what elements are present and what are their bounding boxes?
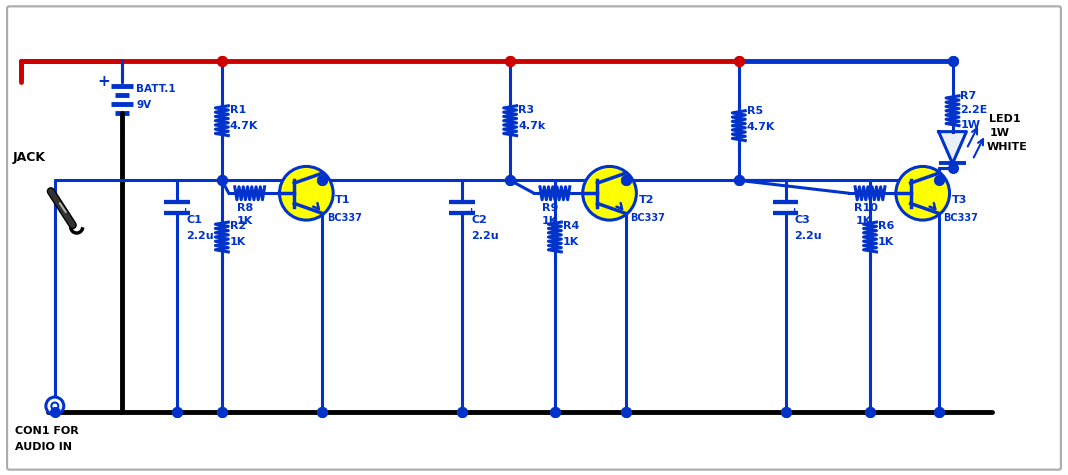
Text: BC337: BC337 [944, 213, 978, 223]
Text: R5: R5 [747, 106, 763, 116]
Text: R9: R9 [541, 203, 559, 213]
Text: R2: R2 [230, 221, 246, 231]
Text: R6: R6 [878, 221, 894, 231]
Text: T2: T2 [639, 195, 654, 205]
Text: 1W: 1W [960, 120, 980, 130]
Text: BATT.1: BATT.1 [137, 84, 176, 94]
Text: C1: C1 [186, 215, 202, 225]
Text: 1K: 1K [878, 237, 894, 247]
Circle shape [51, 402, 59, 409]
Text: +: + [97, 75, 110, 89]
Text: CON1 FOR: CON1 FOR [15, 426, 79, 436]
Text: C2: C2 [471, 215, 487, 225]
Text: 2.2E: 2.2E [960, 104, 988, 115]
Text: 2.2u: 2.2u [471, 231, 499, 241]
Text: 4.7K: 4.7K [747, 122, 775, 132]
Text: +: + [182, 207, 190, 217]
Text: 1K: 1K [237, 216, 253, 226]
Text: 1W: 1W [989, 128, 1009, 138]
Text: T1: T1 [335, 195, 350, 205]
Text: +: + [789, 207, 799, 217]
Text: LED1: LED1 [989, 114, 1021, 124]
Text: +: + [467, 207, 475, 217]
FancyBboxPatch shape [7, 6, 1061, 470]
Text: 9V: 9V [137, 100, 152, 110]
Text: BC337: BC337 [630, 213, 665, 223]
Text: T3: T3 [952, 195, 967, 205]
Text: R3: R3 [518, 104, 534, 115]
Circle shape [46, 397, 64, 415]
Text: R1: R1 [230, 104, 246, 115]
Text: R10: R10 [854, 203, 878, 213]
Circle shape [583, 166, 637, 220]
Text: WHITE: WHITE [987, 142, 1027, 152]
Text: 1K: 1K [563, 237, 579, 247]
Text: 1K: 1K [857, 216, 873, 226]
Text: 2.2u: 2.2u [795, 231, 822, 241]
Text: 1K: 1K [541, 216, 559, 226]
Text: R4: R4 [563, 221, 579, 231]
Text: AUDIO IN: AUDIO IN [15, 442, 72, 452]
Text: BC337: BC337 [327, 213, 362, 223]
Text: JACK: JACK [13, 152, 46, 164]
Text: 4.7k: 4.7k [518, 121, 546, 131]
Circle shape [280, 166, 333, 220]
Text: 1K: 1K [230, 237, 246, 247]
Text: 4.7K: 4.7K [230, 121, 258, 131]
Text: 2.2u: 2.2u [186, 231, 214, 241]
Text: R8: R8 [237, 203, 253, 213]
Text: C3: C3 [795, 215, 811, 225]
Polygon shape [939, 132, 967, 163]
Circle shape [896, 166, 949, 220]
Text: R7: R7 [960, 91, 977, 101]
